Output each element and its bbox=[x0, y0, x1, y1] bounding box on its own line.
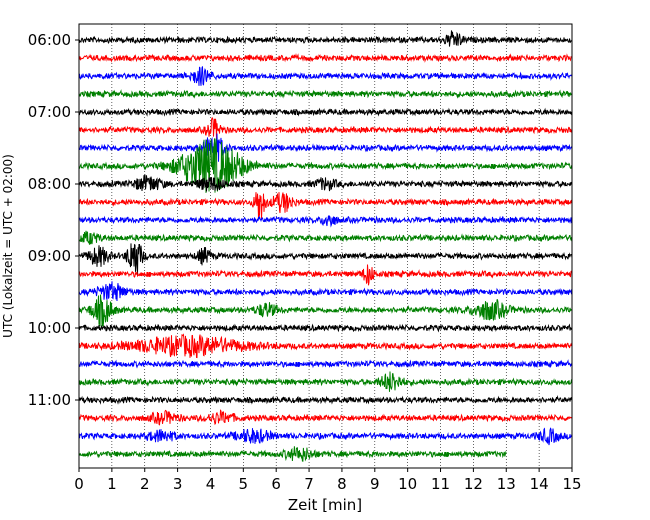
trace-line bbox=[78, 133, 573, 162]
x-axis-label: Zeit [min] bbox=[288, 496, 362, 514]
y-tick-label: 09:00 bbox=[28, 247, 71, 265]
x-tick-label: 14 bbox=[530, 475, 549, 493]
trace-line bbox=[78, 192, 573, 220]
trace-line bbox=[78, 427, 573, 446]
seismogram-traces bbox=[78, 30, 573, 462]
y-axis-label: UTC (Lokalzeit = UTC + 02:00) bbox=[1, 154, 15, 338]
x-tick-label: 10 bbox=[398, 475, 417, 493]
trace-line bbox=[78, 243, 573, 276]
trace-line bbox=[78, 371, 573, 392]
trace-line bbox=[78, 294, 573, 327]
trace-line bbox=[78, 107, 573, 117]
x-tick-label: 7 bbox=[304, 475, 314, 493]
trace-line bbox=[78, 215, 573, 228]
trace-line bbox=[78, 359, 573, 369]
x-tick-label: 2 bbox=[140, 475, 150, 493]
y-axis-ticks: 06:00 07:00 08:00 09:00 10:00 11:00 bbox=[28, 31, 79, 409]
trace-line bbox=[78, 30, 573, 47]
x-axis-ticks: 0 1 2 3 4 5 6 7 8 9 10 11 12 13 14 15 bbox=[74, 468, 582, 493]
x-tick-label: 13 bbox=[497, 475, 516, 493]
x-tick-label: 1 bbox=[107, 475, 117, 493]
trace-line bbox=[78, 174, 573, 192]
trace-line bbox=[78, 230, 573, 245]
trace-line bbox=[78, 446, 507, 462]
y-tick-label: 11:00 bbox=[28, 391, 71, 409]
x-tick-label: 12 bbox=[464, 475, 483, 493]
trace-line bbox=[78, 395, 573, 405]
trace-line bbox=[78, 281, 573, 302]
x-tick-label: 6 bbox=[271, 475, 281, 493]
x-tick-label: 3 bbox=[173, 475, 183, 493]
x-tick-label: 0 bbox=[74, 475, 84, 493]
y-tick-label: 08:00 bbox=[28, 175, 71, 193]
y-tick-label: 06:00 bbox=[28, 31, 71, 49]
x-tick-label: 9 bbox=[370, 475, 380, 493]
plot-frame bbox=[78, 23, 573, 469]
y-tick-label: 07:00 bbox=[28, 103, 71, 121]
y-tick-label: 10:00 bbox=[28, 319, 71, 337]
x-tick-label: 15 bbox=[562, 475, 581, 493]
x-tick-label: 8 bbox=[337, 475, 347, 493]
x-tick-label: 11 bbox=[431, 475, 450, 493]
x-tick-label: 5 bbox=[239, 475, 249, 493]
trace-line bbox=[78, 117, 573, 140]
trace-line bbox=[78, 323, 573, 333]
trace-line bbox=[78, 89, 573, 99]
trace-line bbox=[78, 264, 573, 286]
grid-lines bbox=[111, 24, 540, 468]
trace-line bbox=[79, 138, 573, 193]
trace-line bbox=[78, 333, 573, 359]
trace-line bbox=[78, 53, 573, 63]
trace-line bbox=[78, 66, 573, 86]
x-tick-label: 4 bbox=[206, 475, 216, 493]
trace-line bbox=[78, 409, 573, 426]
